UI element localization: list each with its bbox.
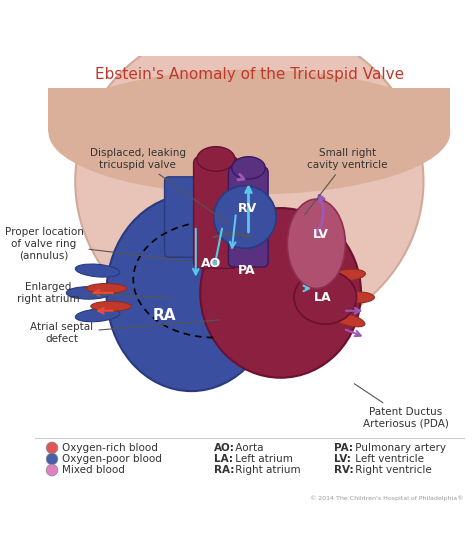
Text: LV: LV [313,229,329,241]
Text: Enlarged
right atrium: Enlarged right atrium [17,282,171,304]
Ellipse shape [330,312,365,327]
Text: LV:: LV: [334,454,351,464]
Bar [48,88,450,132]
FancyBboxPatch shape [193,157,238,268]
Text: RA:: RA: [214,465,234,475]
Text: Aorta: Aorta [231,443,263,453]
Text: RA: RA [153,307,176,323]
Ellipse shape [338,292,374,303]
FancyBboxPatch shape [164,177,214,257]
Text: LA: LA [314,291,332,304]
Text: Proper location
of valve ring
(annulus): Proper location of valve ring (annulus) [5,227,189,261]
Text: Patent Ductus
Arteriosus (PDA): Patent Ductus Arteriosus (PDA) [355,383,448,429]
Text: Small right
cavity ventricle: Small right cavity ventricle [305,148,388,215]
Text: RV: RV [237,202,257,215]
Ellipse shape [75,21,423,342]
Circle shape [46,442,58,453]
FancyBboxPatch shape [228,167,268,267]
Ellipse shape [66,287,111,299]
Text: Right atrium: Right atrium [231,465,300,475]
Ellipse shape [287,199,346,288]
Text: © 2014 The Children's Hospital of Philadelphia®: © 2014 The Children's Hospital of Philad… [310,495,464,500]
Text: Oxygen-rich blood: Oxygen-rich blood [62,443,158,453]
Ellipse shape [294,271,356,324]
Text: PA:: PA: [334,443,353,453]
Ellipse shape [214,186,276,248]
Circle shape [46,465,58,476]
Ellipse shape [75,264,120,277]
Text: Mixed blood: Mixed blood [62,465,125,475]
Text: Pulmonary artery: Pulmonary artery [352,443,446,453]
Text: PA: PA [238,264,256,277]
Text: Ebstein's Anomaly of the Tricuspid Valve: Ebstein's Anomaly of the Tricuspid Valve [95,68,404,82]
Ellipse shape [91,301,131,311]
Circle shape [46,453,58,465]
Text: RV:: RV: [334,465,354,475]
Text: LA:: LA: [214,454,233,464]
Ellipse shape [197,146,235,171]
Ellipse shape [232,157,265,179]
Text: AO:: AO: [214,443,235,453]
Ellipse shape [330,269,365,281]
Ellipse shape [200,208,361,378]
Ellipse shape [86,283,127,293]
Text: Right ventricle: Right ventricle [352,465,432,475]
Text: Displaced, leaking
tricuspid valve: Displaced, leaking tricuspid valve [90,148,229,224]
Text: Left ventricle: Left ventricle [352,454,424,464]
Text: AO: AO [201,257,221,271]
Text: Oxygen-poor blood: Oxygen-poor blood [62,454,162,464]
Text: Left atrium: Left atrium [231,454,292,464]
Ellipse shape [48,70,450,195]
Ellipse shape [75,309,120,322]
Ellipse shape [107,195,276,391]
Text: Atrial septal
defect: Atrial septal defect [30,320,220,344]
